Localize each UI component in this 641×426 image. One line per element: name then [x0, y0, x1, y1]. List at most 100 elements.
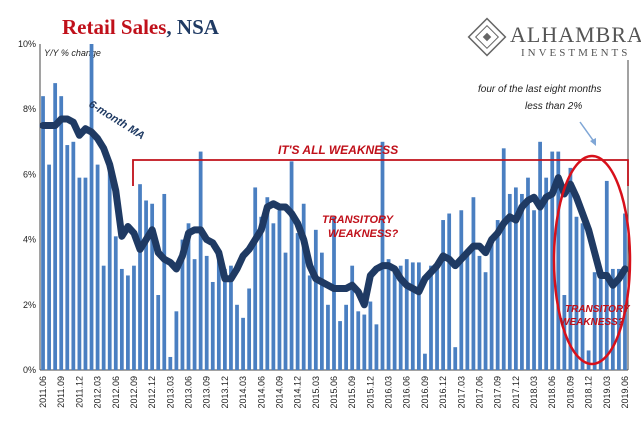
bar-2015.06: [332, 216, 336, 370]
x-tick-label: 2015.09: [347, 376, 357, 409]
x-tick-label: 2017.03: [456, 376, 466, 409]
bar-2013.08: [198, 151, 203, 370]
bar-2017.05: [471, 197, 476, 370]
bar-2018.02: [526, 177, 530, 370]
x-tick-label: 2012.12: [147, 376, 157, 409]
bar-2013.11: [216, 252, 221, 370]
bar-2013.05: [180, 239, 185, 370]
bar-2013.02: [162, 193, 167, 370]
bar-2013.01: [156, 295, 161, 370]
bar-2015.04: [320, 252, 324, 370]
note-line-2: less than 2%: [525, 101, 582, 112]
bar-2019.01: [592, 272, 597, 370]
x-tick-label: 2011.09: [56, 376, 66, 408]
bar-2015.05: [326, 304, 330, 370]
bar-2018.12: [586, 350, 591, 370]
x-tick-label: 2015.12: [365, 376, 375, 409]
x-tick-label: 2011.06: [38, 376, 48, 408]
bar-2014.02: [235, 304, 239, 370]
x-tick-label: 2013.06: [184, 376, 194, 409]
bar-2011.10: [65, 145, 70, 370]
bar-2015.12: [368, 301, 373, 370]
x-tick-label: 2015.06: [329, 376, 339, 409]
bar-2012.01: [83, 177, 88, 370]
bar-series: [41, 44, 627, 371]
bar-2018.03: [532, 210, 536, 370]
bar-2017.08: [489, 236, 494, 370]
bar-2016.10: [429, 265, 433, 370]
bar-2014.03: [241, 317, 245, 370]
x-tick-label: 2019.03: [602, 376, 612, 409]
chart-title: Retail Sales, NSA: [62, 15, 220, 39]
bar-2012.11: [144, 200, 148, 370]
bar-2015.11: [362, 314, 367, 370]
transitory-label-1b: WEAKNESS?: [328, 228, 399, 240]
bar-2016.11: [435, 262, 439, 370]
x-tick-label: 2018.12: [584, 376, 594, 409]
x-tick-label: 2015.03: [311, 376, 321, 409]
bar-2014.09: [277, 210, 282, 370]
bar-2014.10: [283, 252, 288, 370]
bar-2019.04: [610, 268, 615, 370]
bar-2016.01: [374, 324, 379, 370]
x-tick-label: 2014.06: [256, 376, 266, 409]
bar-2016.05: [398, 265, 403, 370]
x-tick-label: 2016.06: [402, 376, 412, 409]
bar-2012.07: [119, 268, 124, 370]
transitory-label-2a: TRANSITORY: [565, 304, 631, 315]
bar-2014.12: [295, 233, 300, 370]
bar-2015.03: [313, 229, 318, 370]
bar-2016.02: [380, 141, 385, 370]
bar-2013.06: [186, 223, 191, 370]
x-tick-label: 2016.09: [420, 376, 430, 409]
weakness-label: IT'S ALL WEAKNESS: [278, 143, 398, 157]
bar-2015.08: [344, 304, 348, 370]
bar-2019.06: [623, 213, 627, 370]
x-tick-label: 2013.09: [202, 376, 212, 409]
bar-2018.06: [550, 151, 555, 370]
y-axis-label: Y/Y % change: [44, 48, 101, 58]
y-tick-label: 2%: [23, 300, 36, 310]
x-tick-label: 2012.06: [111, 376, 121, 409]
bar-2018.04: [538, 141, 542, 370]
x-tick-label: 2018.09: [565, 376, 575, 409]
highlight-ellipse: [552, 154, 632, 366]
bar-2015.02: [307, 275, 312, 370]
alhambra-logo: ALHAMBRA INVESTMENTS: [467, 17, 641, 59]
x-tick-label: 2013.12: [220, 376, 230, 409]
y-tick-label: 0%: [23, 365, 36, 375]
bar-2013.09: [204, 255, 209, 370]
x-tick-label: 2018.03: [529, 376, 539, 409]
weakness-bracket: [132, 159, 629, 186]
bar-2013.07: [192, 259, 197, 370]
bar-2011.06: [41, 96, 45, 370]
note-line-1: four of the last eight months: [478, 84, 601, 95]
bar-2016.09: [423, 353, 427, 370]
x-tick-label: 2013.03: [165, 376, 175, 409]
y-tick-label: 4%: [23, 235, 36, 245]
x-tick-label: 2016.12: [438, 376, 448, 409]
bar-2018.10: [574, 216, 579, 370]
y-tick-labels: 0% 2% 4% 6% 8% 10%: [18, 39, 36, 375]
logo-name: ALHAMBRA: [510, 22, 641, 47]
x-tick-label: 2019.06: [620, 376, 630, 409]
bar-2012.06: [113, 236, 118, 370]
bar-2014.11: [289, 161, 294, 370]
bar-2013.04: [174, 311, 179, 370]
bar-2012.03: [95, 164, 100, 370]
x-tick-label: 2014.03: [238, 376, 248, 409]
bar-2015.07: [338, 321, 342, 370]
bar-2015.09: [350, 265, 355, 370]
bar-2012.02: [89, 44, 94, 370]
bar-2011.09: [59, 96, 64, 370]
bar-2017.06: [477, 255, 482, 370]
bar-2016.07: [410, 262, 415, 370]
logo-diamond-icon: [467, 17, 507, 57]
bar-2019.05: [617, 268, 621, 370]
logo-sub: INVESTMENTS: [521, 47, 630, 59]
bar-2017.12: [513, 187, 518, 370]
bar-2018.01: [520, 193, 524, 370]
bar-2017.04: [465, 249, 470, 370]
bar-2016.06: [404, 259, 409, 370]
